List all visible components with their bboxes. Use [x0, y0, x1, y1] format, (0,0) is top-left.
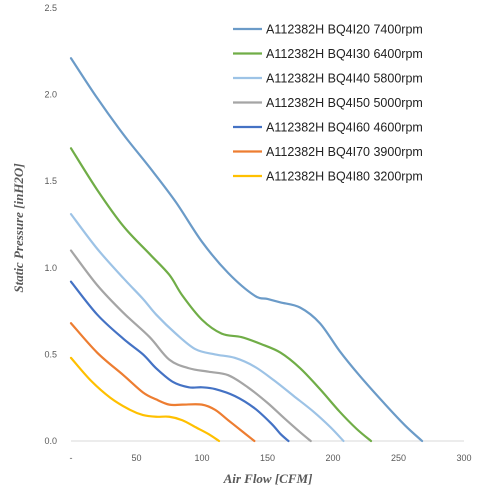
- y-axis-title: Static Pressure [inH2O]: [11, 163, 26, 292]
- x-tick-label: 150: [260, 453, 275, 463]
- x-tick-label: -: [70, 453, 73, 463]
- legend-label-7: A112382H BQ4I80 3200rpm: [266, 170, 423, 184]
- x-tick-label: 250: [391, 453, 406, 463]
- y-tick-label: 0.5: [44, 349, 57, 359]
- tick-labels: 0.0 0.5 1.0 1.5 2.0 2.5 - 50 100 150 200 250 300: [44, 3, 471, 463]
- series-line-7: [69, 356, 221, 443]
- y-tick-label: 2.0: [44, 90, 57, 100]
- series-line-1: [69, 57, 424, 443]
- y-tick-label: 1.5: [44, 176, 57, 186]
- series-line-6: [69, 322, 256, 443]
- y-tick-label: 1.0: [44, 263, 57, 273]
- x-axis-title: Air Flow [CFM]: [223, 471, 313, 486]
- x-tick-label: 200: [325, 453, 340, 463]
- series-line-5: [69, 280, 290, 443]
- series-line-2: [69, 147, 373, 443]
- x-tick-label: 300: [456, 453, 471, 463]
- x-tick-label: 50: [131, 453, 141, 463]
- legend-label-4: A112382H BQ4I50 5000rpm: [266, 96, 423, 110]
- legend-label-2: A112382H BQ4I30 6400rpm: [266, 47, 423, 61]
- x-tick-label: 100: [194, 453, 209, 463]
- legend-label-6: A112382H BQ4I70 3900rpm: [266, 145, 423, 159]
- legend-label-5: A112382H BQ4I60 4600rpm: [266, 121, 423, 135]
- plot-area: [69, 57, 464, 443]
- legend: A112382H BQ4I20 7400rpm A112382H BQ4I30 6…: [233, 23, 423, 184]
- series-line-4: [69, 249, 312, 443]
- legend-label-3: A112382H BQ4I40 5800rpm: [266, 72, 423, 86]
- y-tick-label: 2.5: [44, 3, 57, 13]
- series-line-3: [69, 213, 345, 443]
- legend-label-1: A112382H BQ4I20 7400rpm: [266, 23, 423, 37]
- y-tick-label: 0.0: [44, 436, 57, 446]
